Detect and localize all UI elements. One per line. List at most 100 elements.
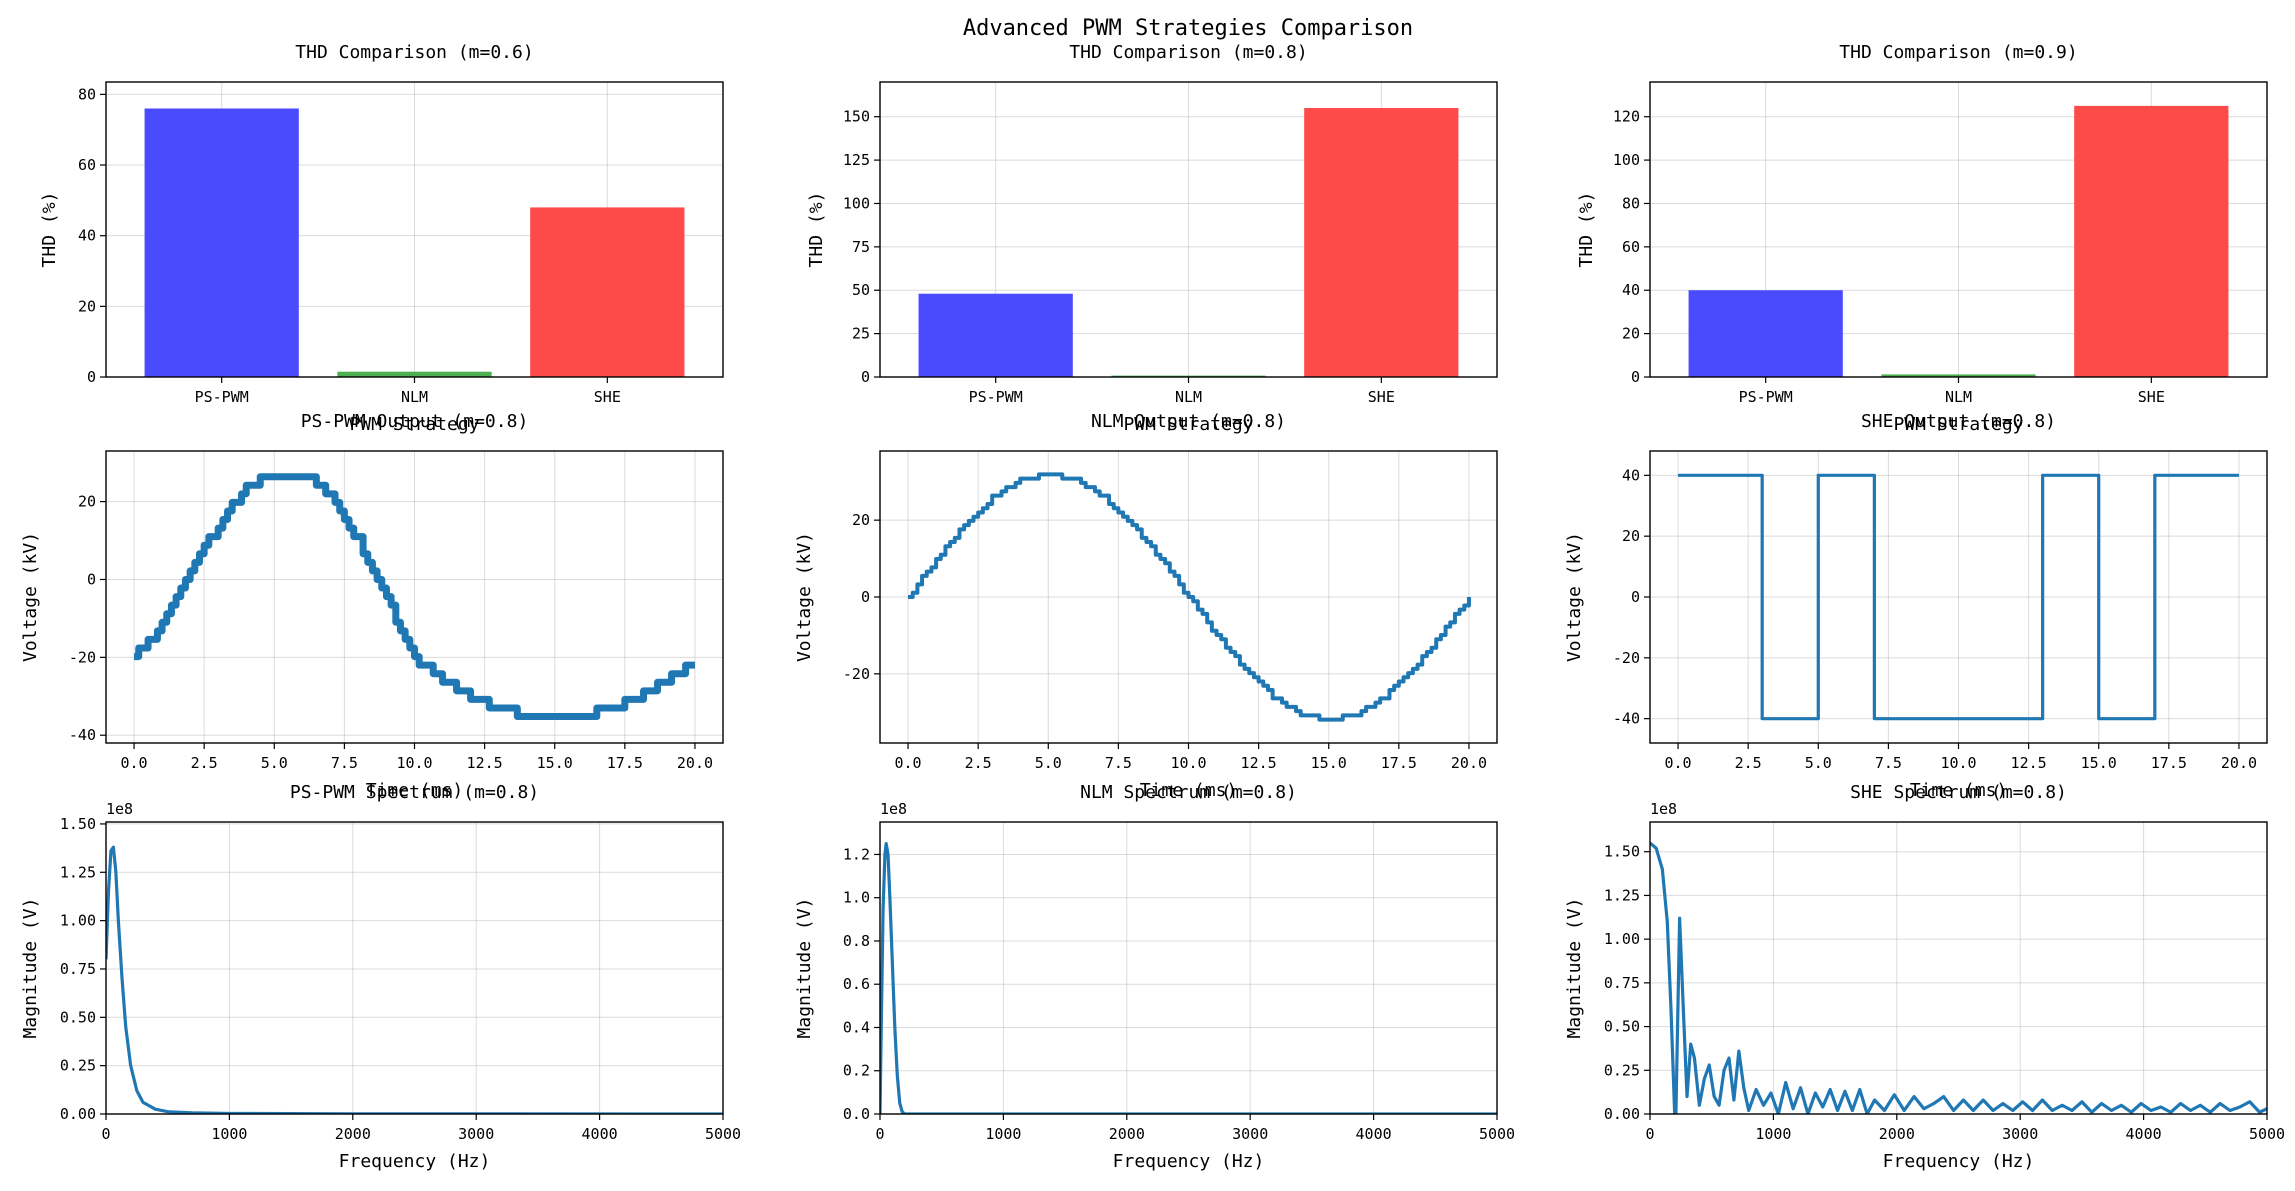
chart-9: 0 1000 2000 3000 4000 5000 0.00 0.25 0.50 0.75 1.0… xyxy=(1564,782,2285,1172)
plot-frame xyxy=(879,81,1498,378)
x-tick-label: 17.5 xyxy=(2151,754,2187,772)
y-tick-label: 1.25 xyxy=(60,863,96,881)
y-tick-label: 100 xyxy=(843,194,870,212)
x-tick-label: 12.5 xyxy=(467,754,503,772)
series-line xyxy=(1650,841,2267,1114)
x-axis-label: PWM Strategy xyxy=(349,414,479,435)
x-tick-label: 2000 xyxy=(1109,1125,1145,1143)
chart-3: PS-PWM NLM SHE 0 20 40 60 80 100 120 THD Compariso… xyxy=(1576,42,2268,435)
y-axis-label: Voltage (kV) xyxy=(1564,532,1585,662)
x-tick-label: 10.0 xyxy=(1940,754,1976,772)
x-tick-label: PS-PWM xyxy=(1739,388,1793,406)
y-tick-label: 20 xyxy=(852,511,870,529)
x-tick-label: SHE xyxy=(2138,388,2165,406)
x-tick-label: SHE xyxy=(1368,388,1395,406)
plot-frame xyxy=(105,821,724,1115)
x-axis-label: PWM Strategy xyxy=(1123,414,1253,435)
y-tick-label: 50 xyxy=(852,281,870,299)
x-tick-label: 12.5 xyxy=(2011,754,2047,772)
x-tick-label: 3000 xyxy=(2002,1125,2038,1143)
x-tick-label: PS-PWM xyxy=(969,388,1023,406)
y-tick-label: -20 xyxy=(843,665,870,683)
x-tick-label: 20.0 xyxy=(677,754,713,772)
chart-1: PS-PWM NLM SHE 0 20 40 60 80 THD Comparison (m=0… xyxy=(39,42,724,435)
y-axis-label: Magnitude (V) xyxy=(20,898,41,1039)
x-tick-label: 2.5 xyxy=(1735,754,1762,772)
y-tick-label: 0.8 xyxy=(843,932,870,950)
plot-frame xyxy=(879,450,1498,744)
x-tick-label: 0 xyxy=(1645,1125,1654,1143)
x-tick-label: SHE xyxy=(594,388,621,406)
bar-she xyxy=(530,207,685,377)
x-axis-label: Time (ms) xyxy=(1140,780,1238,801)
x-axis-label: Time (ms) xyxy=(366,780,464,801)
plot-frame xyxy=(879,821,1498,1115)
y-tick-label: 0.75 xyxy=(1604,974,1640,992)
y-tick-label: 0.6 xyxy=(843,975,870,993)
x-tick-label: 3000 xyxy=(458,1125,494,1143)
x-tick-label: 1000 xyxy=(1755,1125,1791,1143)
x-tick-label: 4000 xyxy=(2126,1125,2162,1143)
x-axis-label: Frequency (Hz) xyxy=(339,1151,491,1172)
plot-frame xyxy=(1649,81,2268,378)
x-tick-label: 1000 xyxy=(211,1125,247,1143)
y-tick-label: 1.00 xyxy=(60,912,96,930)
x-tick-label: NLM xyxy=(1175,388,1202,406)
y-tick-label: 40 xyxy=(1622,281,1640,299)
x-axis-label: PWM Strategy xyxy=(1893,414,2023,435)
chart-title: THD Comparison (m=0.6) xyxy=(295,42,533,63)
y-tick-label: 20 xyxy=(1622,527,1640,545)
x-tick-label: 1000 xyxy=(985,1125,1021,1143)
plot-frame xyxy=(1649,821,2268,1115)
x-tick-label: 0.0 xyxy=(1664,754,1691,772)
y-tick-label: 0.75 xyxy=(60,960,96,978)
bar-nlm xyxy=(1881,374,2036,377)
x-tick-label: PS-PWM xyxy=(195,388,249,406)
y-tick-label: -40 xyxy=(69,726,96,744)
x-tick-label: 0.0 xyxy=(894,754,921,772)
x-tick-label: 2000 xyxy=(335,1125,371,1143)
y-tick-label: 0.50 xyxy=(1604,1018,1640,1036)
x-tick-label: 17.5 xyxy=(607,754,643,772)
chart-8: 0 1000 2000 3000 4000 5000 0.0 0.2 0.4 0.6 0.8 1.0 1… xyxy=(794,782,1515,1172)
x-tick-label: 2000 xyxy=(1879,1125,1915,1143)
figure-suptitle: Advanced PWM Strategies Comparison xyxy=(963,16,1413,41)
y-scale-label: 1e8 xyxy=(880,800,907,818)
y-tick-label: 0 xyxy=(1631,588,1640,606)
y-tick-label: 1.50 xyxy=(1604,843,1640,861)
y-axis-label: Voltage (kV) xyxy=(20,532,41,662)
y-scale-label: 1e8 xyxy=(1650,800,1677,818)
x-tick-label: 15.0 xyxy=(2081,754,2117,772)
x-tick-label: 15.0 xyxy=(1311,754,1347,772)
chart-2: PS-PWM NLM SHE 0 25 50 75 100 125 150 THD Comparis… xyxy=(806,42,1498,435)
y-tick-label: 80 xyxy=(78,85,96,103)
x-tick-label: 7.5 xyxy=(1875,754,1902,772)
y-tick-label: 0.00 xyxy=(60,1105,96,1123)
x-tick-label: 20.0 xyxy=(1451,754,1487,772)
x-tick-label: 20.0 xyxy=(2221,754,2257,772)
bar-nlm xyxy=(337,371,492,377)
x-tick-label: 12.5 xyxy=(1241,754,1277,772)
bar-ps-pwm xyxy=(918,293,1073,377)
chart-7: 0 1000 2000 3000 4000 5000 0.00 0.25 0.50 0.75 1.0… xyxy=(20,782,741,1172)
x-tick-label: 5.0 xyxy=(261,754,288,772)
chart-title: PS-PWM Spectrum (m=0.8) xyxy=(290,782,539,803)
bar-ps-pwm xyxy=(1688,290,1843,377)
y-axis-label: THD (%) xyxy=(39,192,60,268)
x-tick-label: 2.5 xyxy=(191,754,218,772)
y-tick-label: 20 xyxy=(78,297,96,315)
y-axis-label: Magnitude (V) xyxy=(794,898,815,1039)
y-tick-label: 60 xyxy=(78,156,96,174)
y-tick-label: 0.2 xyxy=(843,1062,870,1080)
x-tick-label: 10.0 xyxy=(396,754,432,772)
series-line xyxy=(1678,473,2239,721)
y-tick-label: 125 xyxy=(843,151,870,169)
chart-title: SHE Output (m=0.8) xyxy=(1861,411,2056,432)
y-tick-label: 20 xyxy=(78,493,96,511)
x-axis-label: Time (ms) xyxy=(1910,780,2008,801)
chart-6: 0.0 2.5 5.0 7.5 10.0 12.5 15.0 17.5 20.0 -40 -20 0 2… xyxy=(1564,411,2268,801)
y-tick-label: 1.2 xyxy=(843,845,870,863)
chart-title: THD Comparison (m=0.8) xyxy=(1069,42,1307,63)
bar-she xyxy=(1304,108,1459,377)
